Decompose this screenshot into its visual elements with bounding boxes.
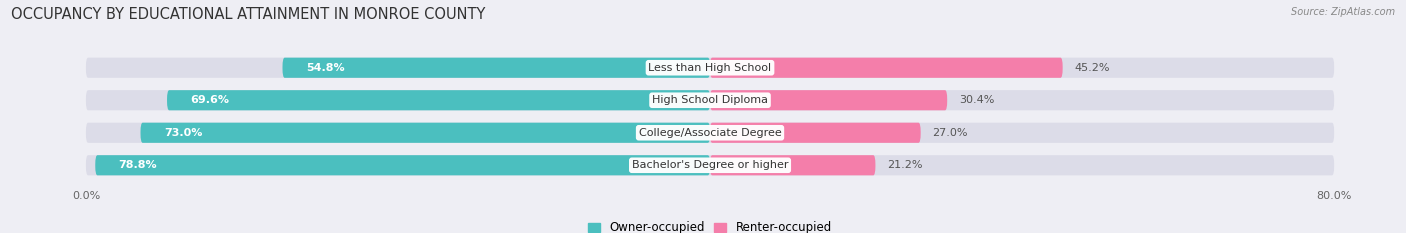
Text: 73.0%: 73.0% <box>165 128 202 138</box>
Text: 27.0%: 27.0% <box>932 128 967 138</box>
Text: 21.2%: 21.2% <box>887 160 922 170</box>
Text: 45.2%: 45.2% <box>1074 63 1109 73</box>
FancyBboxPatch shape <box>141 123 710 143</box>
Legend: Owner-occupied, Renter-occupied: Owner-occupied, Renter-occupied <box>583 217 837 233</box>
Text: 69.6%: 69.6% <box>190 95 229 105</box>
Text: 78.8%: 78.8% <box>118 160 157 170</box>
FancyBboxPatch shape <box>86 90 1334 110</box>
FancyBboxPatch shape <box>96 155 710 175</box>
FancyBboxPatch shape <box>710 155 876 175</box>
Text: Source: ZipAtlas.com: Source: ZipAtlas.com <box>1291 7 1395 17</box>
FancyBboxPatch shape <box>86 123 1334 143</box>
Text: College/Associate Degree: College/Associate Degree <box>638 128 782 138</box>
FancyBboxPatch shape <box>167 90 710 110</box>
Text: OCCUPANCY BY EDUCATIONAL ATTAINMENT IN MONROE COUNTY: OCCUPANCY BY EDUCATIONAL ATTAINMENT IN M… <box>11 7 485 22</box>
FancyBboxPatch shape <box>710 58 1063 78</box>
FancyBboxPatch shape <box>86 58 1334 78</box>
Text: 54.8%: 54.8% <box>307 63 344 73</box>
FancyBboxPatch shape <box>710 90 948 110</box>
FancyBboxPatch shape <box>86 155 1334 175</box>
FancyBboxPatch shape <box>710 123 921 143</box>
Text: 30.4%: 30.4% <box>959 95 994 105</box>
Text: Less than High School: Less than High School <box>648 63 772 73</box>
Text: High School Diploma: High School Diploma <box>652 95 768 105</box>
FancyBboxPatch shape <box>283 58 710 78</box>
Text: Bachelor's Degree or higher: Bachelor's Degree or higher <box>631 160 789 170</box>
